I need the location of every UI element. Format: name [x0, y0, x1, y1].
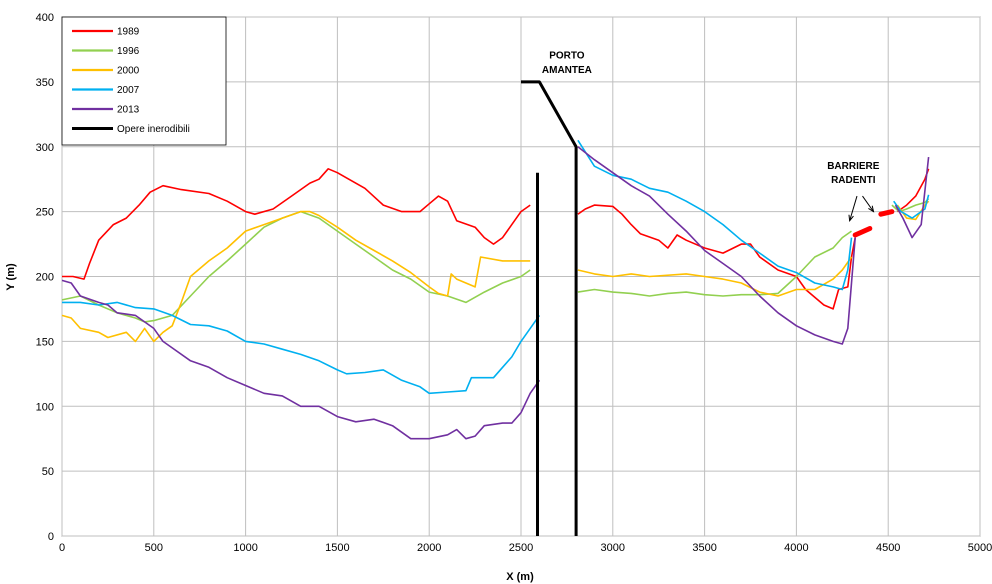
series-line-2000	[61, 210, 531, 343]
legend-label: 2000	[117, 66, 140, 77]
series-line-1996	[577, 230, 852, 297]
y-tick-label: 350	[36, 77, 54, 89]
y-tick-label: 0	[48, 531, 54, 543]
y-tick-label: 250	[36, 207, 54, 219]
x-tick-label: 4500	[876, 542, 900, 554]
series-line-opere-inerodibili	[521, 80, 578, 536]
series-lines	[61, 80, 930, 536]
series-line-2013	[577, 146, 856, 345]
legend-label: 1996	[117, 46, 140, 57]
x-tick-label: 2000	[417, 542, 441, 554]
barrier-mark	[852, 225, 873, 238]
y-axis-label: Y (m)	[5, 263, 17, 291]
series-line-1989	[577, 204, 856, 310]
y-tick-label: 100	[36, 401, 54, 413]
annotation-arrow	[862, 195, 874, 212]
x-axis-label: X (m)	[506, 571, 534, 583]
legend-label: 2007	[117, 85, 140, 96]
x-tick-label: 1500	[325, 542, 349, 554]
y-tick-label: 50	[42, 466, 54, 478]
x-tick-label: 500	[145, 542, 163, 554]
series-line-2013	[894, 157, 930, 239]
series-line-2007	[62, 301, 541, 395]
y-tick-label: 200	[36, 272, 54, 284]
y-tick-label: 400	[36, 12, 54, 24]
barrier-mark	[878, 209, 895, 217]
x-tick-label: 0	[59, 542, 65, 554]
legend-label: 2013	[117, 105, 140, 116]
annotation-arrow	[849, 195, 858, 221]
arrow-head	[868, 205, 875, 213]
x-tick-label: 5000	[968, 542, 992, 554]
y-tick-labels: 0 50 100 150 200 250 300 350 400	[36, 12, 54, 543]
x-tick-label: 3500	[692, 542, 716, 554]
barrier-marks	[852, 209, 895, 238]
legend-label: Opere inerodibili	[117, 124, 190, 135]
annotation-label: AMANTEA	[542, 65, 592, 76]
legend-box	[61, 16, 227, 146]
x-tick-label: 2500	[509, 542, 533, 554]
legend-label: 1989	[117, 27, 140, 38]
series-line-2007	[893, 194, 930, 219]
annotation-label: BARRIERE	[827, 161, 880, 172]
x-tick-label: 1000	[233, 542, 257, 554]
series-line-2013	[61, 279, 541, 440]
annotation-label: RADENTI	[831, 175, 876, 186]
x-tick-label: 3000	[601, 542, 625, 554]
arrow-head	[848, 214, 854, 222]
x-tick-labels: 0 500 1000 1500 2000 2500 3000 3500 4000 4500 5000	[59, 542, 992, 554]
annotations: PORTO AMANTEA BARRIERE RADENTI	[542, 51, 880, 187]
legend: 1989 1996 2000 2007 2013 Opere inerodibili	[61, 16, 227, 146]
y-tick-label: 150	[36, 336, 54, 348]
series-line-1989	[62, 168, 531, 280]
x-tick-label: 4000	[784, 542, 808, 554]
y-tick-label: 300	[36, 142, 54, 154]
annotation-label: PORTO	[549, 51, 585, 62]
annotation-arrows	[848, 195, 875, 222]
series-line-2007	[577, 139, 853, 291]
